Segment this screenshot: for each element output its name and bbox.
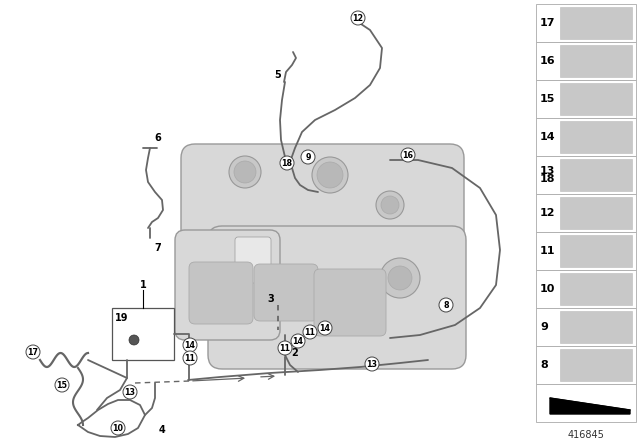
Bar (536, 156, 636, 194)
Bar (560, 235, 632, 267)
Circle shape (312, 157, 348, 193)
Bar (560, 7, 632, 39)
FancyBboxPatch shape (181, 144, 464, 272)
Circle shape (365, 357, 379, 371)
Circle shape (234, 161, 256, 183)
Circle shape (280, 156, 294, 170)
Bar (536, 384, 636, 422)
Text: 5: 5 (275, 70, 282, 80)
Circle shape (123, 385, 137, 399)
Circle shape (129, 335, 139, 345)
Text: 6: 6 (155, 133, 161, 143)
Bar (536, 270, 636, 308)
Circle shape (401, 148, 415, 162)
Circle shape (317, 162, 343, 188)
Bar (536, 42, 636, 80)
Circle shape (183, 338, 197, 352)
Text: 17: 17 (28, 348, 38, 357)
Text: 9: 9 (305, 152, 311, 161)
Text: 416845: 416845 (568, 430, 604, 440)
Text: 2: 2 (292, 348, 298, 358)
Text: 7: 7 (155, 243, 161, 253)
Text: 18: 18 (282, 159, 292, 168)
Text: 11: 11 (540, 246, 556, 256)
Text: 8: 8 (540, 360, 548, 370)
Bar (560, 349, 632, 381)
Bar (536, 346, 636, 384)
Circle shape (183, 351, 197, 365)
Bar (560, 45, 632, 77)
Text: 13: 13 (367, 359, 378, 369)
Bar (536, 194, 636, 232)
Text: 16: 16 (403, 151, 413, 159)
Text: 13: 13 (125, 388, 136, 396)
Text: 10: 10 (113, 423, 124, 432)
Text: 11: 11 (305, 327, 316, 336)
Text: 1: 1 (140, 280, 147, 290)
Circle shape (278, 341, 292, 355)
Text: 14: 14 (540, 132, 556, 142)
Bar (536, 308, 636, 346)
FancyBboxPatch shape (254, 264, 318, 321)
Circle shape (318, 321, 332, 335)
Circle shape (55, 378, 69, 392)
Circle shape (111, 421, 125, 435)
Circle shape (26, 345, 40, 359)
Text: 10: 10 (540, 284, 556, 294)
Circle shape (380, 258, 420, 298)
Circle shape (388, 266, 412, 290)
Circle shape (439, 298, 453, 312)
FancyBboxPatch shape (235, 237, 271, 283)
Text: 13
18: 13 18 (540, 166, 556, 185)
Text: 14: 14 (292, 336, 303, 345)
Text: 11: 11 (184, 353, 195, 362)
Circle shape (229, 156, 261, 188)
Text: 14: 14 (184, 340, 195, 349)
Text: 19: 19 (115, 313, 129, 323)
Text: 16: 16 (540, 56, 556, 66)
Bar (536, 80, 636, 118)
Circle shape (303, 325, 317, 339)
Text: 15: 15 (56, 380, 67, 389)
Text: 4: 4 (159, 425, 165, 435)
Circle shape (351, 11, 365, 25)
Bar (536, 232, 636, 270)
FancyBboxPatch shape (314, 269, 386, 336)
FancyBboxPatch shape (175, 230, 280, 340)
FancyBboxPatch shape (189, 262, 253, 324)
Bar (560, 311, 632, 343)
Text: 11: 11 (280, 344, 291, 353)
Text: 3: 3 (268, 294, 275, 304)
Text: 14: 14 (319, 323, 330, 332)
Polygon shape (550, 398, 630, 414)
Bar (112, 308, 174, 360)
Circle shape (291, 334, 305, 348)
Text: 17: 17 (540, 18, 556, 28)
Text: 12: 12 (540, 208, 556, 218)
Text: 12: 12 (353, 13, 364, 22)
Bar (560, 83, 632, 115)
FancyBboxPatch shape (208, 226, 466, 369)
Text: 15: 15 (540, 94, 556, 104)
Bar (560, 159, 632, 191)
Bar (536, 4, 636, 42)
Bar (560, 197, 632, 229)
Text: 9: 9 (540, 322, 548, 332)
Circle shape (376, 191, 404, 219)
Bar (560, 273, 632, 305)
Text: 8: 8 (443, 301, 449, 310)
Bar (560, 121, 632, 153)
Circle shape (301, 150, 315, 164)
Circle shape (381, 196, 399, 214)
Bar (536, 118, 636, 156)
